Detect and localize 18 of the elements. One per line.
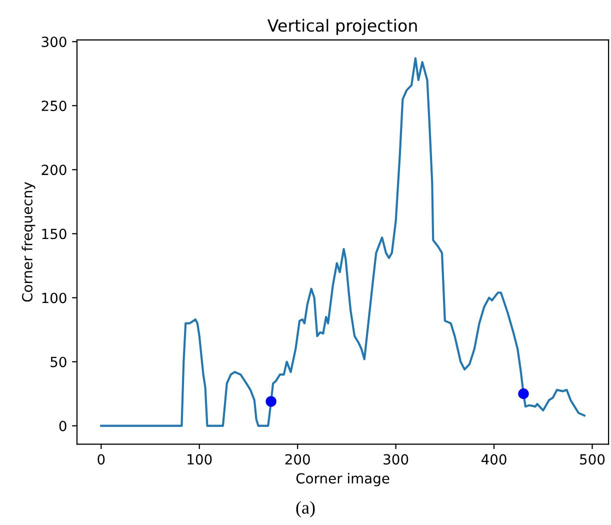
x-tick-label: 300: [384, 454, 408, 465]
y-tick-label: 300: [42, 36, 66, 48]
y-tick-label: 0: [59, 420, 66, 432]
y-tick-label: 200: [42, 164, 66, 176]
line-series: [100, 57, 586, 427]
y-tick-label: 150: [42, 228, 66, 240]
y-axis-title: Corner frequecny: [22, 182, 36, 302]
text: (a): [296, 501, 315, 518]
chart-title: Vertical projection: [267, 18, 417, 36]
x-tick-label: 0: [98, 454, 105, 465]
x-tick-label: 400: [481, 454, 506, 465]
y-tick-label: 250: [42, 100, 66, 112]
x-tick-label: 200: [285, 454, 310, 465]
x-tick-label: 100: [188, 454, 212, 465]
x-tick-label: 500: [580, 454, 605, 465]
x-axis-title: Corner image: [296, 472, 390, 486]
y-tick-label: 100: [42, 292, 66, 304]
y-tick-label: 50: [50, 356, 66, 368]
